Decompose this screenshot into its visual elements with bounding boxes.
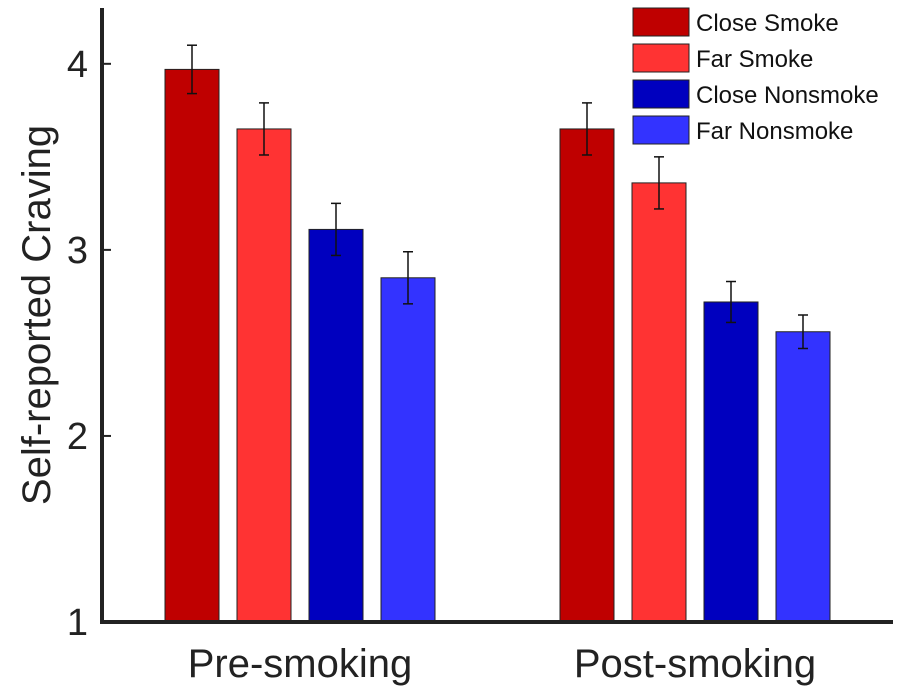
category-label-1: Post-smoking xyxy=(574,642,816,686)
bars-layer xyxy=(164,44,831,623)
bar-1-3 xyxy=(775,331,831,623)
y-tick-label-0: 1 xyxy=(67,602,88,644)
legend-label-0: Close Smoke xyxy=(696,10,839,37)
legend-swatch-1 xyxy=(632,43,690,73)
ticks-layer: 1 2 3 4 xyxy=(67,44,111,644)
bar-1-2 xyxy=(703,301,759,623)
legend-swatch-2 xyxy=(632,79,690,109)
bar-1-0 xyxy=(559,128,615,623)
bar-0-1 xyxy=(236,128,292,623)
legend-label-1: Far Smoke xyxy=(696,46,813,73)
y-tick-label-1: 2 xyxy=(67,416,88,458)
bar-0-0 xyxy=(164,68,220,623)
category-label-0: Pre-smoking xyxy=(188,642,413,686)
bar-0-3 xyxy=(380,277,436,623)
category-labels: Pre-smoking Post-smoking xyxy=(188,642,816,686)
bar-1-1 xyxy=(631,182,687,623)
legend-swatch-3 xyxy=(632,115,690,145)
y-tick-label-2: 3 xyxy=(67,230,88,272)
legend-swatch-0 xyxy=(632,7,690,37)
legend-label-3: Far Nonsmoke xyxy=(696,118,853,145)
y-tick-label-3: 4 xyxy=(67,44,88,86)
axes-layer xyxy=(100,8,893,624)
legend-label-2: Close Nonsmoke xyxy=(696,82,879,109)
y-axis-label: Self-reported Craving xyxy=(15,125,59,505)
bar-0-2 xyxy=(308,228,364,623)
legend: Close Smoke Far Smoke Close Nonsmoke Far No… xyxy=(632,7,879,145)
